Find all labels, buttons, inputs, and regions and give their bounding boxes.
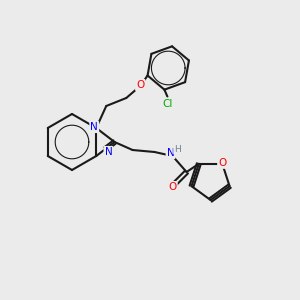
Text: N: N [90,122,98,132]
Text: O: O [136,80,144,90]
Text: H: H [174,145,181,154]
Text: N: N [167,148,174,158]
Text: N: N [104,147,112,157]
Text: O: O [168,182,177,192]
Text: O: O [218,158,226,168]
Text: Cl: Cl [162,99,172,109]
